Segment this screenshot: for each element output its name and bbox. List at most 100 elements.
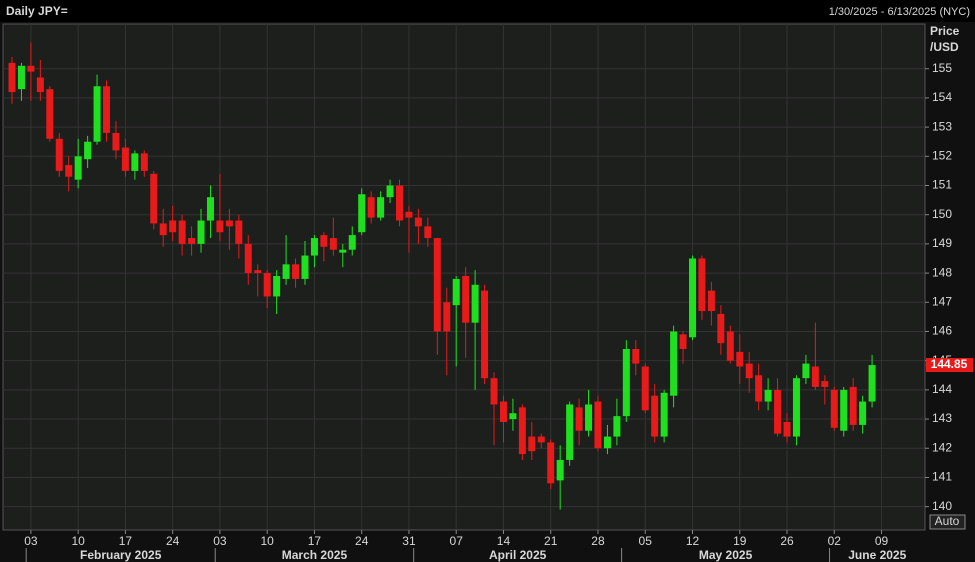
x-tick-label: 26: [780, 534, 794, 548]
candle-body: [859, 401, 867, 425]
chart-title: Daily JPY=: [6, 4, 68, 18]
month-label: May 2025: [699, 548, 753, 562]
candle-body: [499, 401, 507, 422]
candle-body: [292, 264, 300, 279]
candle-body: [471, 284, 479, 323]
y-axis-label: Price: [930, 24, 960, 38]
candle-body: [367, 197, 375, 218]
candle-body: [462, 276, 470, 323]
candle-body: [433, 238, 441, 332]
candle-body: [783, 421, 791, 437]
candle-body: [566, 404, 574, 460]
candle-body: [273, 276, 281, 297]
date-range: 1/30/2025 - 6/13/2025 (NYC): [829, 6, 970, 18]
y-tick-label: 147: [932, 294, 952, 308]
candle-body: [792, 378, 800, 437]
candle-body: [707, 290, 715, 312]
candle-body: [188, 238, 196, 244]
y-tick-label: 140: [932, 499, 952, 513]
candle-body: [745, 363, 753, 379]
candle-body: [206, 197, 214, 221]
candle-body: [339, 249, 347, 253]
candle-body: [320, 235, 328, 247]
candle-body: [8, 62, 16, 93]
candle-body: [547, 442, 555, 484]
auto-button[interactable]: [929, 514, 966, 530]
y-tick-label: 153: [932, 119, 952, 133]
candle-body: [244, 243, 252, 274]
y-tick-label: 152: [932, 148, 952, 162]
candle-body: [509, 413, 517, 420]
y-tick-label: 151: [932, 178, 952, 192]
x-tick-label: 10: [71, 534, 85, 548]
candle-body: [651, 395, 659, 437]
candle-body: [310, 238, 318, 256]
candle-body: [121, 147, 129, 171]
candle-body: [301, 255, 309, 279]
x-tick-label: 28: [591, 534, 605, 548]
candle-body: [27, 65, 35, 72]
header-bar: [0, 0, 975, 22]
candle-body: [140, 153, 148, 171]
candle-body: [660, 392, 668, 437]
last-price-tag: [926, 358, 973, 373]
candle-body: [679, 334, 687, 349]
candle-body: [329, 238, 337, 250]
candle-body: [726, 331, 734, 361]
y-tick-label: 150: [932, 207, 952, 221]
candle-body: [358, 194, 366, 233]
candle-body: [764, 389, 772, 402]
candle-body: [688, 258, 696, 338]
candle-body: [178, 220, 186, 244]
candle-body: [717, 313, 725, 344]
candle-body: [65, 165, 73, 177]
candle-body: [811, 366, 819, 387]
candle-body: [481, 290, 489, 379]
candle-body: [93, 86, 101, 142]
candle-body: [641, 366, 649, 411]
candle-body: [36, 77, 44, 93]
x-tick-label: 21: [544, 534, 558, 548]
month-label: March 2025: [282, 548, 348, 562]
candle-body: [802, 363, 810, 379]
y-tick-label: 142: [932, 440, 952, 454]
candle-body: [632, 348, 640, 364]
candle-body: [603, 436, 611, 449]
auto-button-label[interactable]: Auto: [935, 514, 960, 528]
candle-body: [386, 185, 394, 198]
y-tick-label: 143: [932, 411, 952, 425]
candle-body: [424, 226, 432, 239]
candle-body: [103, 86, 111, 133]
candle-body: [774, 389, 782, 434]
candle-body: [518, 407, 526, 455]
candle-body: [84, 141, 92, 160]
x-tick-label: 19: [733, 534, 747, 548]
y-tick-label: 155: [932, 61, 952, 75]
candle-body: [575, 407, 583, 431]
x-tick-label: 03: [213, 534, 227, 548]
candle-body: [594, 401, 602, 449]
candle-body: [169, 220, 177, 233]
candle-body: [150, 173, 158, 224]
month-label: June 2025: [848, 548, 906, 562]
candle-body: [377, 197, 385, 218]
y-axis-label: /USD: [930, 40, 959, 54]
candle-body: [868, 365, 876, 402]
candle-body: [348, 235, 356, 250]
candle-body: [528, 436, 536, 452]
candle-body: [405, 211, 413, 218]
candle-body: [235, 220, 243, 244]
x-tick-label: 24: [166, 534, 180, 548]
candle-body: [490, 378, 498, 405]
x-tick-label: 10: [261, 534, 275, 548]
candle-body: [443, 302, 451, 332]
candle-body: [216, 220, 224, 233]
candle-body: [112, 132, 120, 151]
candle-body: [197, 220, 205, 244]
candle-body: [396, 185, 404, 221]
y-tick-label: 144: [932, 382, 952, 396]
last-price-label: 144.85: [931, 357, 968, 371]
candle-body: [414, 217, 422, 227]
candle-body: [225, 220, 233, 227]
x-tick-label: 05: [639, 534, 653, 548]
